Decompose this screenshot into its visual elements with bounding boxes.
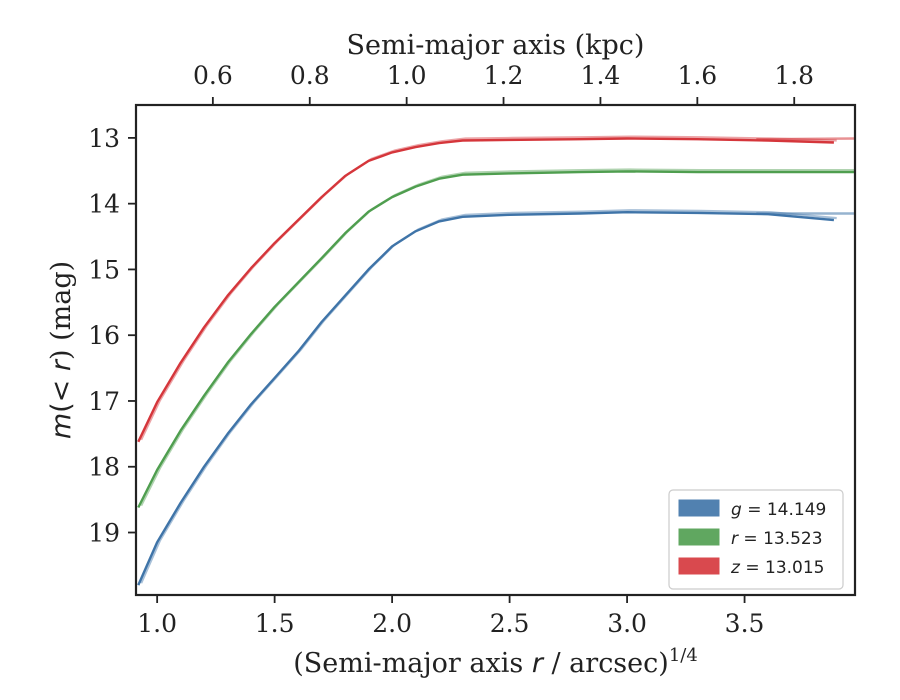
- legend-equals: =: [738, 529, 763, 549]
- x-tick-label: 1.0: [137, 609, 177, 638]
- bottom-axis-title: (Semi-major axis r / arcsec)1/4: [293, 645, 698, 679]
- x-tick-label: 3.0: [607, 609, 647, 638]
- x2-tick-label: 1.8: [774, 61, 814, 90]
- x2-tick-label: 0.8: [290, 61, 330, 90]
- ylabel-lt: (<: [46, 371, 77, 413]
- ylabel-m: m: [46, 413, 77, 439]
- legend-var: z: [730, 558, 741, 578]
- y-tick-label: 13: [88, 124, 120, 153]
- x-tick-label: 2.5: [490, 609, 530, 638]
- xlabel-sup: 1/4: [669, 645, 698, 666]
- legend-label-r: r = 13.523: [731, 529, 823, 549]
- ylabel-r: r: [46, 358, 77, 371]
- left-axis-ticks: 13 14 15 16 17 18 19: [88, 124, 136, 548]
- x2-tick-label: 0.6: [193, 61, 233, 90]
- x2-tick-label: 1.6: [677, 61, 717, 90]
- series-g-line: [137, 211, 835, 586]
- y-tick-label: 19: [88, 519, 120, 548]
- plot-frame: [134, 103, 857, 597]
- y-tick-label: 16: [88, 321, 120, 350]
- legend-swatch-z: [678, 557, 720, 575]
- series-z: [137, 135, 855, 443]
- legend-equals: =: [742, 500, 767, 520]
- bottom-axis-ticks: 1.0 1.5 2.0 2.5 3.0 3.5: [137, 595, 764, 638]
- left-axis-title: m(< r) (mag): [46, 261, 77, 439]
- legend: g = 14.149 r = 13.523 z = 13.015: [668, 489, 844, 590]
- x2-tick-label: 1.4: [581, 61, 621, 90]
- x-tick-label: 1.5: [255, 609, 295, 638]
- xlabel-var: r: [532, 648, 545, 679]
- ylabel-rest: ) (mag): [46, 261, 77, 360]
- legend-swatch-r: [678, 528, 720, 546]
- xlabel-mid: / arcsec): [543, 648, 669, 679]
- legend-equals: =: [740, 558, 765, 578]
- legend-label-g: g = 14.149: [731, 500, 826, 520]
- y-tick-label: 15: [88, 255, 120, 284]
- legend-value: 13.015: [765, 558, 824, 578]
- legend-var: g: [731, 500, 742, 520]
- y-tick-label: 14: [88, 190, 120, 219]
- series-z-extension: [756, 137, 855, 141]
- series-r-line: [137, 170, 855, 509]
- y-tick-label: 17: [88, 387, 120, 416]
- series-g: [137, 209, 855, 586]
- legend-var: r: [731, 529, 739, 549]
- xlabel-prefix: (Semi-major axis: [293, 648, 532, 679]
- x2-tick-label: 1.0: [387, 61, 427, 90]
- series-z-line: [137, 137, 834, 443]
- series-r: [137, 168, 855, 509]
- top-axis-ticks: 0.6 0.8 1.0 1.2 1.4 1.6 1.8: [193, 61, 814, 105]
- x2-tick-label: 1.2: [484, 61, 524, 90]
- legend-value: 14.149: [767, 500, 826, 520]
- legend-value: 13.523: [763, 529, 822, 549]
- x-tick-label: 2.0: [372, 609, 412, 638]
- series-z-model-line: [140, 135, 837, 441]
- series-layer: [137, 135, 855, 586]
- x-tick-label: 3.5: [725, 609, 765, 638]
- top-axis-title: Semi-major axis (kpc): [347, 30, 645, 61]
- y-tick-label: 18: [88, 453, 120, 482]
- legend-label-z: z = 13.015: [730, 558, 824, 578]
- legend-swatch-g: [678, 499, 720, 517]
